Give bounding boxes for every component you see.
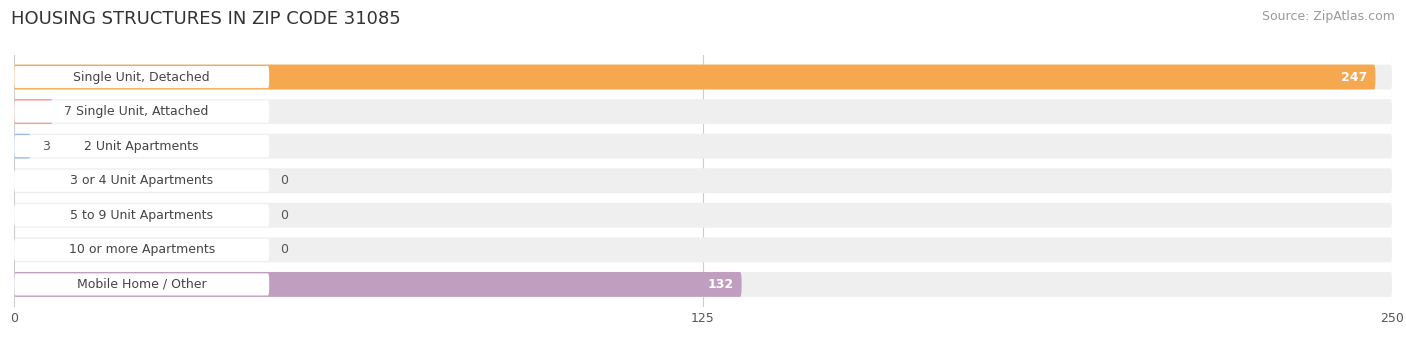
Text: 247: 247 (1341, 71, 1367, 84)
Text: 3: 3 (42, 140, 49, 153)
FancyBboxPatch shape (14, 101, 269, 123)
Text: 2 Unit Apartments: 2 Unit Apartments (84, 140, 200, 153)
FancyBboxPatch shape (14, 64, 1392, 89)
FancyBboxPatch shape (14, 273, 269, 296)
Text: 7: 7 (63, 105, 72, 118)
Text: Single Unit, Attached: Single Unit, Attached (76, 105, 208, 118)
Text: Source: ZipAtlas.com: Source: ZipAtlas.com (1261, 10, 1395, 23)
FancyBboxPatch shape (14, 203, 1392, 228)
FancyBboxPatch shape (14, 237, 1392, 262)
Text: 5 to 9 Unit Apartments: 5 to 9 Unit Apartments (70, 209, 214, 222)
FancyBboxPatch shape (14, 134, 31, 159)
FancyBboxPatch shape (14, 239, 269, 261)
FancyBboxPatch shape (14, 64, 1375, 89)
Text: 0: 0 (280, 243, 288, 256)
FancyBboxPatch shape (14, 204, 269, 226)
FancyBboxPatch shape (14, 170, 269, 192)
Text: 3 or 4 Unit Apartments: 3 or 4 Unit Apartments (70, 174, 214, 187)
Text: Mobile Home / Other: Mobile Home / Other (77, 278, 207, 291)
Text: 10 or more Apartments: 10 or more Apartments (69, 243, 215, 256)
FancyBboxPatch shape (14, 272, 741, 297)
Text: HOUSING STRUCTURES IN ZIP CODE 31085: HOUSING STRUCTURES IN ZIP CODE 31085 (11, 10, 401, 28)
FancyBboxPatch shape (14, 99, 1392, 124)
FancyBboxPatch shape (14, 134, 1392, 159)
FancyBboxPatch shape (14, 135, 269, 157)
FancyBboxPatch shape (14, 272, 1392, 297)
FancyBboxPatch shape (14, 168, 1392, 193)
Text: Single Unit, Detached: Single Unit, Detached (73, 71, 209, 84)
Text: 0: 0 (280, 209, 288, 222)
Text: 0: 0 (280, 174, 288, 187)
Text: 132: 132 (707, 278, 734, 291)
FancyBboxPatch shape (14, 66, 269, 88)
FancyBboxPatch shape (14, 99, 52, 124)
